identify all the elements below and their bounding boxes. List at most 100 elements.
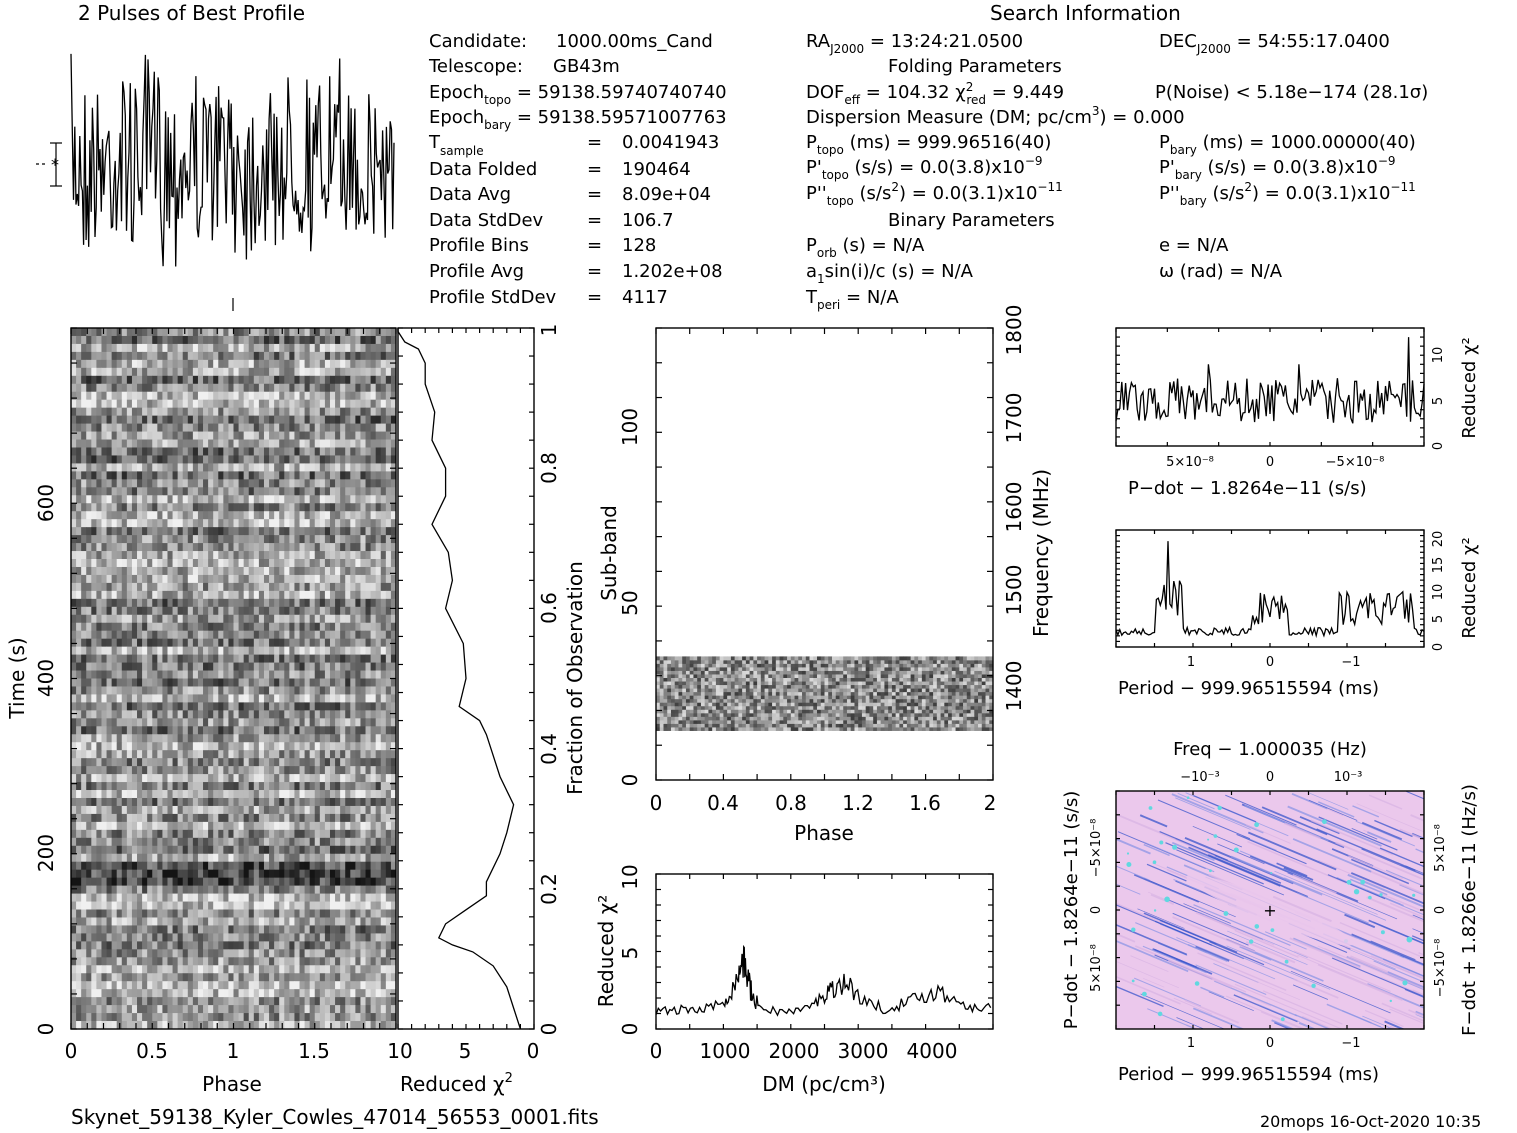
greyscale-cell: [147, 694, 153, 703]
greyscale-cell: [71, 415, 77, 424]
greyscale-cell: [213, 598, 219, 608]
greyscale-cell: [96, 359, 102, 369]
greyscale-cell: [101, 662, 107, 671]
greyscale-cell: [223, 614, 229, 624]
greyscale-cell: [116, 431, 123, 440]
greyscale-cell: [208, 750, 214, 759]
greyscale-cell: [284, 463, 290, 472]
greyscale-cell: [162, 343, 168, 353]
greyscale-cell: [289, 686, 295, 695]
greyscale-cell: [101, 758, 107, 767]
greyscale-cell: [223, 718, 229, 727]
greyscale-cell: [147, 375, 153, 385]
greyscale-cell: [187, 829, 194, 839]
greyscale-cell: [314, 359, 321, 369]
greyscale-cell: [233, 328, 239, 337]
greyscale-cell: [233, 797, 239, 807]
greyscale-cell: [385, 551, 392, 560]
greyscale-cell: [228, 702, 234, 711]
greyscale-cell: [360, 805, 366, 815]
greyscale-cell: [274, 391, 280, 401]
greyscale-cell: [360, 351, 366, 361]
greyscale-cell: [192, 415, 199, 424]
greyscale-cell: [76, 590, 82, 600]
greyscale-cell: [233, 423, 239, 432]
greyscale-cell: [91, 359, 97, 369]
greyscale-cell: [71, 543, 77, 552]
greyscale-cell: [218, 805, 224, 815]
greyscale-cell: [121, 511, 128, 520]
greyscale-cell: [284, 367, 290, 377]
greyscale-cell: [218, 837, 224, 847]
greyscale-cell: [269, 519, 275, 528]
greyscale-cell: [218, 527, 224, 536]
greyscale-cell: [385, 861, 392, 871]
greyscale-cell: [279, 527, 285, 536]
greyscale-cell: [340, 614, 346, 624]
greyscale-cell: [223, 686, 229, 695]
greyscale-cell: [345, 646, 351, 656]
greyscale-cell: [131, 845, 138, 855]
greyscale-cell: [182, 885, 189, 894]
greyscale-cell: [299, 543, 305, 552]
greyscale-cell: [335, 813, 341, 823]
greyscale-cell: [192, 439, 199, 448]
greyscale-cell: [213, 574, 219, 584]
greyscale-cell: [192, 479, 199, 488]
greyscale-cell: [91, 559, 97, 568]
greyscale-cell: [350, 598, 356, 608]
greyscale-cell: [203, 750, 209, 759]
greyscale-cell: [243, 415, 250, 424]
greyscale-cell: [243, 447, 250, 456]
greyscale-cell: [390, 686, 397, 695]
greyscale-cell: [187, 885, 194, 894]
greyscale-cell: [137, 758, 143, 767]
greyscale-cell: [365, 813, 372, 823]
greyscale-cell: [243, 535, 250, 544]
greyscale-cell: [380, 853, 387, 863]
greyscale-cell: [314, 901, 321, 910]
greyscale-cell: [111, 415, 118, 424]
greyscale-cell: [111, 702, 118, 711]
greyscale-cell: [86, 511, 92, 520]
greyscale-cell: [365, 726, 372, 735]
greyscale-cell: [152, 471, 158, 480]
greyscale-cell: [390, 710, 397, 719]
greyscale-cell: [192, 622, 199, 632]
greyscale-cell: [380, 495, 387, 504]
greyscale-cell: [314, 933, 321, 942]
greyscale-cell: [304, 917, 311, 926]
greyscale-cell: [233, 869, 239, 879]
greyscale-cell: [258, 383, 265, 393]
greyscale-cell: [213, 869, 219, 879]
greyscale-cell: [350, 391, 356, 401]
greyscale-cell: [162, 439, 168, 448]
greyscale-cell: [365, 662, 372, 671]
greyscale-cell: [380, 662, 387, 671]
greyscale-cell: [228, 726, 234, 735]
greyscale-cell: [101, 431, 107, 440]
greyscale-cell: [258, 543, 265, 552]
greyscale-cell: [76, 407, 82, 417]
greyscale-cell: [116, 845, 123, 855]
greyscale-cell: [263, 821, 270, 831]
greyscale-cell: [172, 829, 179, 839]
greyscale-cell: [213, 463, 219, 472]
greyscale-cell: [319, 909, 326, 918]
greyscale-cell: [299, 861, 305, 871]
greyscale-cell: [203, 734, 209, 743]
greyscale-cell: [172, 367, 179, 377]
greyscale-cell: [284, 837, 290, 847]
greyscale-cell: [86, 535, 92, 544]
greyscale-cell: [385, 901, 392, 910]
greyscale-cell: [335, 431, 341, 440]
greyscale-cell: [233, 375, 239, 385]
greyscale-cell: [121, 869, 128, 879]
greyscale-cell: [111, 328, 118, 337]
greyscale-cell: [218, 423, 224, 432]
greyscale-cell: [116, 527, 123, 536]
greyscale-cell: [76, 543, 82, 552]
greyscale-cell: [319, 686, 326, 695]
greyscale-cell: [137, 527, 143, 536]
